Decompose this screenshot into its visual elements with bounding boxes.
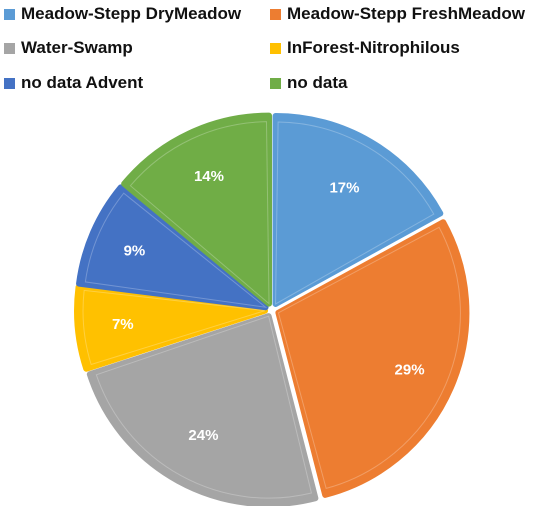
pie-label-water-swamp: 24% bbox=[188, 427, 218, 444]
legend-swatch-meadow-stepp-drymeadow bbox=[4, 8, 15, 20]
legend-swatch-no-data-advent bbox=[4, 77, 15, 89]
legend-label-water-swamp: Water-Swamp bbox=[21, 38, 133, 57]
legend-label-inforest-nitrophilous: InForest-Nitrophilous bbox=[287, 38, 460, 57]
pie-slice-face-no-data-advent bbox=[84, 192, 268, 308]
pie-slice-face-meadow-stepp-drymeadow bbox=[275, 121, 435, 305]
legend-label-meadow-stepp-freshmeadow: Meadow-Stepp FreshMeadow bbox=[287, 4, 526, 23]
pie-label-meadow-stepp-freshmeadow: 29% bbox=[395, 362, 425, 379]
pie-slice-face-water-swamp bbox=[95, 315, 313, 499]
legend-item-no-data-advent: no data Advent bbox=[4, 71, 143, 95]
pie-label-inforest-nitrophilous: 7% bbox=[112, 316, 134, 333]
pie-slice-face-inforest-nitrophilous bbox=[82, 289, 266, 366]
legend-item-no-data: no data bbox=[270, 71, 347, 95]
pie-label-meadow-stepp-drymeadow: 17% bbox=[329, 179, 359, 196]
chart-legend: Meadow-Stepp DryMeadow Meadow-Stepp Fres… bbox=[0, 0, 550, 100]
legend-item-meadow-stepp-freshmeadow: Meadow-Stepp FreshMeadow bbox=[270, 2, 525, 26]
legend-item-meadow-stepp-drymeadow: Meadow-Stepp DryMeadow bbox=[4, 2, 241, 26]
legend-label-no-data-advent: no data Advent bbox=[21, 73, 144, 92]
legend-swatch-inforest-nitrophilous bbox=[270, 42, 281, 54]
pie-slices bbox=[74, 112, 470, 506]
pie-label-no-data: 14% bbox=[194, 168, 224, 185]
legend-swatch-meadow-stepp-freshmeadow bbox=[270, 8, 281, 20]
pie-data-labels: 17% 29% 24% 7% 9% 14% bbox=[112, 168, 425, 444]
legend-item-water-swamp: Water-Swamp bbox=[4, 36, 133, 60]
legend-label-no-data: no data bbox=[287, 73, 348, 92]
legend-swatch-no-data bbox=[270, 77, 281, 89]
legend-swatch-water-swamp bbox=[4, 42, 15, 54]
pie-slice-face-no-data bbox=[129, 121, 270, 305]
pie-slice-face-meadow-stepp-freshmeadow bbox=[277, 226, 461, 490]
legend-label-meadow-stepp-drymeadow: Meadow-Stepp DryMeadow bbox=[21, 4, 242, 23]
pie-label-no-data-advent: 9% bbox=[124, 242, 146, 259]
legend-item-inforest-nitrophilous: InForest-Nitrophilous bbox=[270, 36, 460, 60]
